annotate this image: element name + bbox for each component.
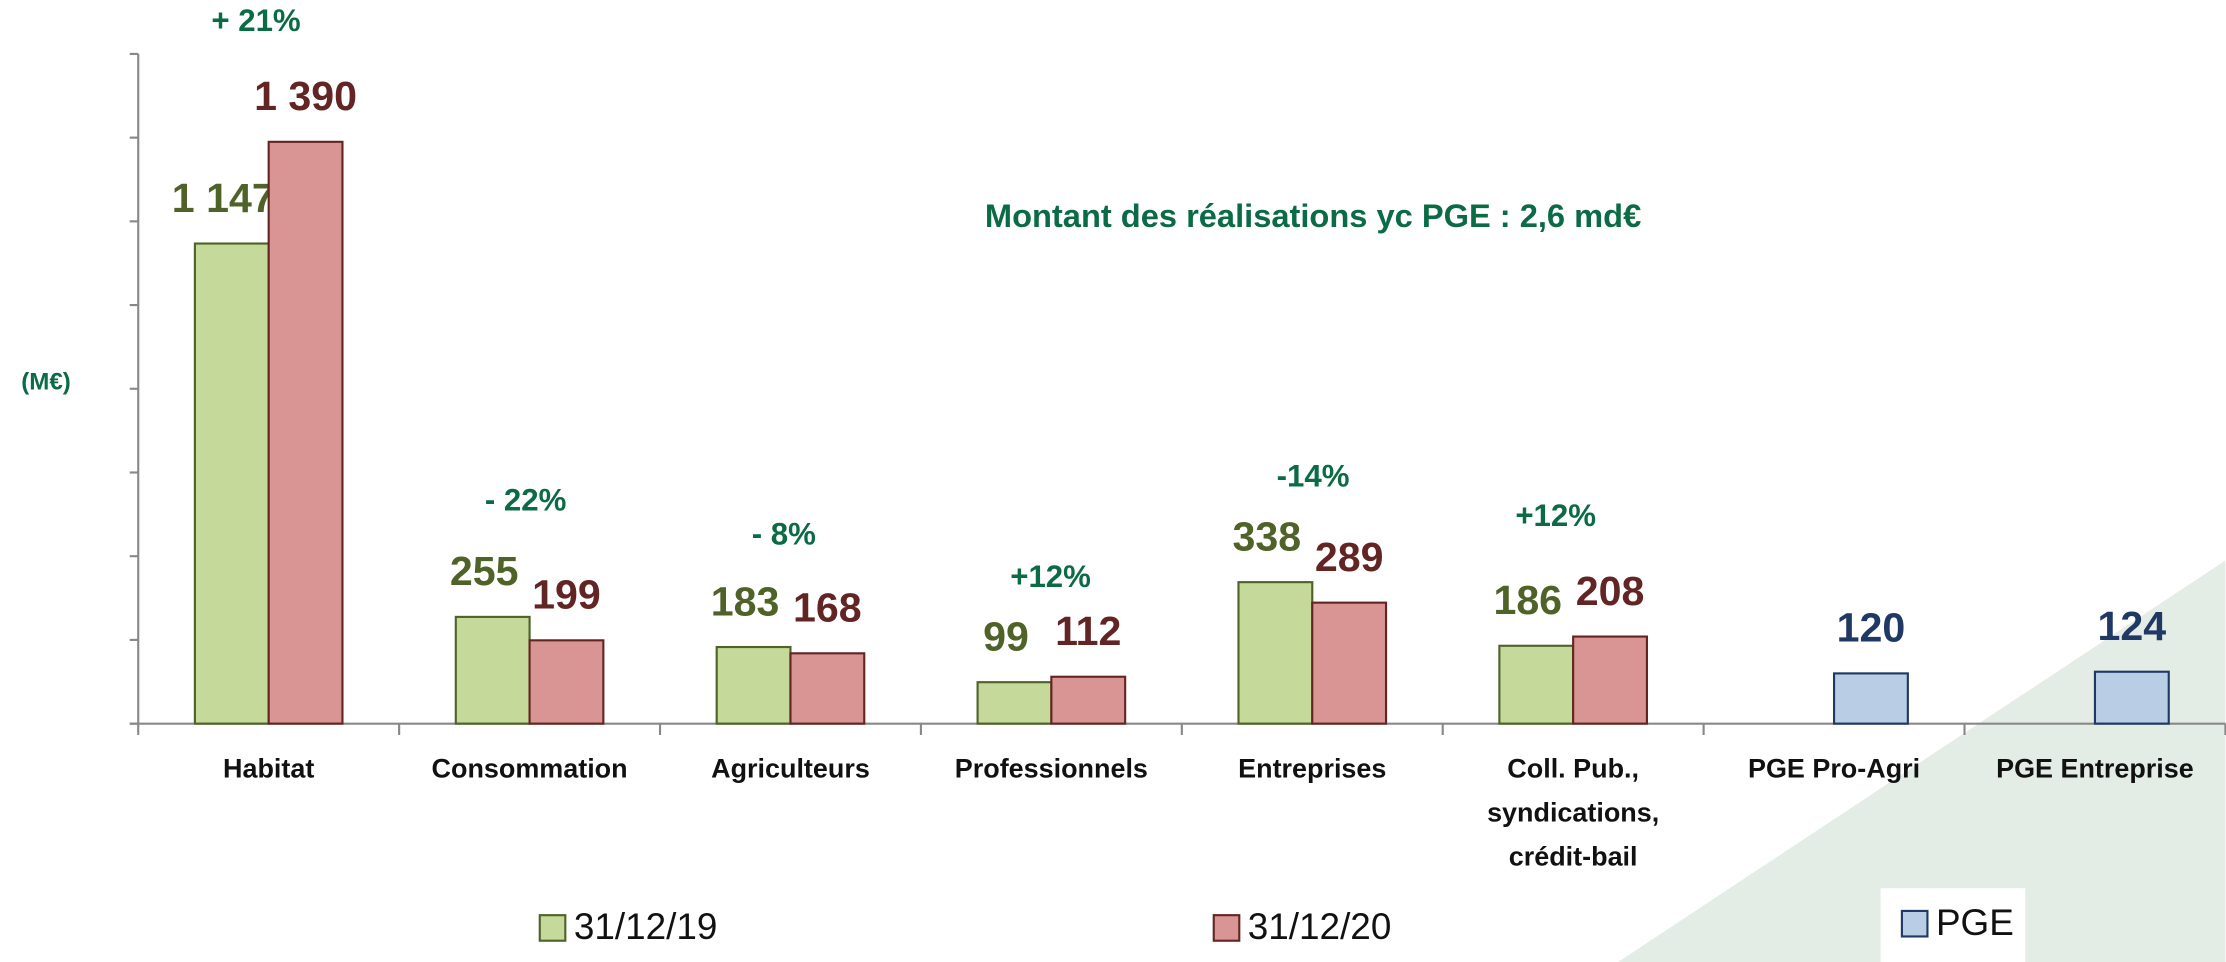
bar [976,681,1053,725]
bar [1832,672,1909,725]
bar [2093,670,2170,725]
x-tick-label: Coll. Pub., syndications, crédit-bail [1487,754,1659,872]
value-label: 289 [1315,534,1384,580]
legend-label: PGE [1936,902,2014,943]
bar [1498,644,1575,725]
change-annotation: +12% [1515,498,1596,533]
bar [267,140,344,725]
value-label: 112 [1055,608,1121,654]
x-tick-label: Habitat [223,754,314,784]
value-label: 338 [1233,513,1302,559]
value-label: 124 [2098,603,2167,649]
legend-swatch [1212,914,1241,942]
value-label: 183 [711,578,780,624]
bar [789,652,866,725]
change-annotation: -14% [1277,458,1350,493]
x-tick-label: Professionnels [955,754,1148,784]
chart-title: Montant des réalisations yc PGE : 2,6 md… [985,197,1641,234]
change-annotation: +12% [1010,559,1091,594]
value-label: 255 [450,548,519,594]
legend-label: 31/12/20 [1248,906,1392,947]
value-label: 199 [532,572,601,618]
legend-label: 31/12/19 [574,906,718,947]
bar [193,242,270,725]
x-tick-label: Consommation [432,754,628,784]
y-axis-label: (M€) [21,368,71,395]
bar [1237,581,1314,725]
bar [454,615,531,725]
legend-swatch [1900,909,1929,938]
bar [1572,635,1649,725]
x-tick-label: Agriculteurs [711,754,870,784]
x-tick-label: Entreprises [1238,754,1386,784]
value-label: 168 [793,585,862,631]
value-label: 1 390 [254,73,357,119]
value-label: 120 [1837,605,1906,651]
bar [528,639,605,725]
value-label: 99 [983,613,1029,659]
change-annotation: - 8% [752,517,816,552]
bar [1050,675,1127,725]
x-tick-label: PGE Entreprise [1996,754,2194,784]
change-annotation: + 21% [211,3,300,38]
x-tick-label: PGE Pro-Agri [1748,754,1920,784]
change-annotation: - 22% [485,483,567,518]
value-label: 208 [1576,568,1645,614]
value-label: 1 147 [172,175,275,221]
bar [1311,601,1388,725]
bar [715,645,792,725]
value-label: 186 [1493,577,1562,623]
legend-swatch [538,914,567,942]
